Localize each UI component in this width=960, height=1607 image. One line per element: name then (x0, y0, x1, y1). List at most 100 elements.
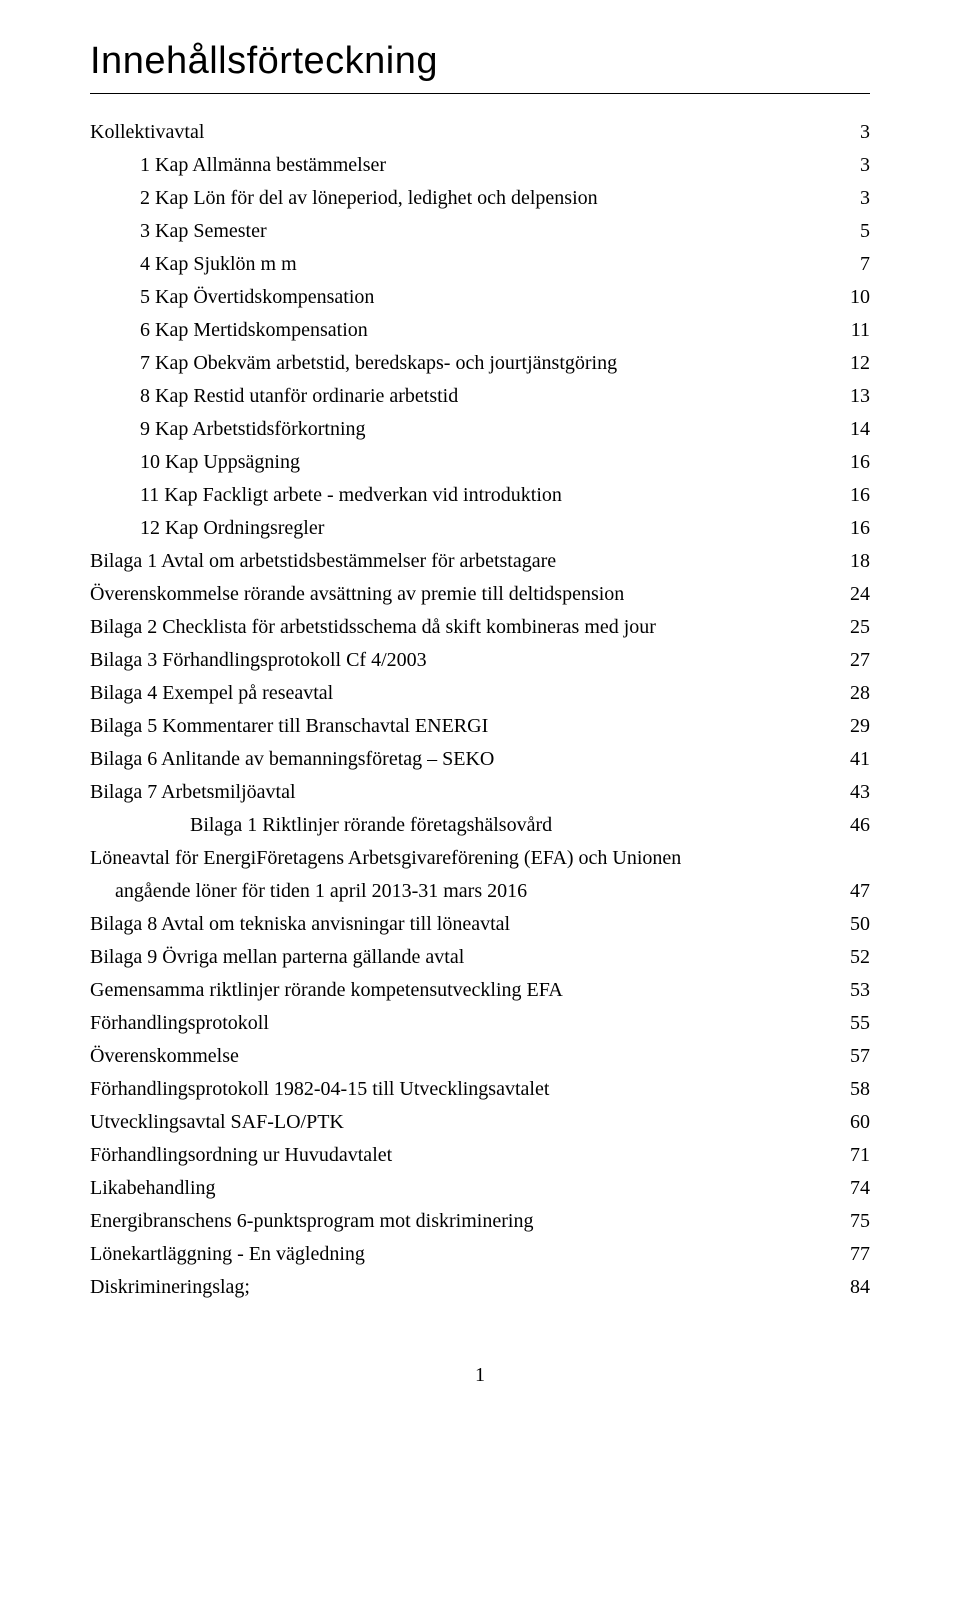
toc-page: 18 (850, 545, 870, 578)
toc-page: 75 (850, 1205, 870, 1238)
toc-label: Likabehandling (90, 1172, 850, 1205)
toc-page: 7 (860, 248, 870, 281)
toc-page: 3 (860, 182, 870, 215)
toc-page: 74 (850, 1172, 870, 1205)
toc-row: Bilaga 9 Övriga mellan parterna gällande… (90, 941, 870, 974)
toc-label: Förhandlingsprotokoll (90, 1007, 850, 1040)
toc-row: 6 Kap Mertidskompensation11 (90, 314, 870, 347)
toc-label: 3 Kap Semester (90, 215, 860, 248)
toc-label: 11 Kap Fackligt arbete - medverkan vid i… (90, 479, 850, 512)
toc-page: 46 (850, 809, 870, 842)
toc-label: Kollektivavtal (90, 116, 860, 149)
toc-page: 53 (850, 974, 870, 1007)
toc-page: 11 (851, 314, 870, 347)
toc-row: Bilaga 3 Förhandlingsprotokoll Cf 4/2003… (90, 644, 870, 677)
toc-page: 84 (850, 1271, 870, 1304)
toc-label: Bilaga 8 Avtal om tekniska anvisningar t… (90, 908, 850, 941)
toc-row: Överenskommelse57 (90, 1040, 870, 1073)
toc-row: 2 Kap Lön för del av löneperiod, ledighe… (90, 182, 870, 215)
toc-label: 5 Kap Övertidskompensation (90, 281, 850, 314)
toc-page: 77 (850, 1238, 870, 1271)
toc-label: Bilaga 1 Avtal om arbetstidsbestämmelser… (90, 545, 850, 578)
toc-label: Diskrimineringslag; (90, 1271, 850, 1304)
toc-page: 27 (850, 644, 870, 677)
toc-page: 25 (850, 611, 870, 644)
toc-label: 8 Kap Restid utanför ordinarie arbetstid (90, 380, 850, 413)
toc-row: Utvecklingsavtal SAF-LO/PTK60 (90, 1106, 870, 1139)
toc-label: 1 Kap Allmänna bestämmelser (90, 149, 860, 182)
toc-page: 60 (850, 1106, 870, 1139)
toc-page: 3 (860, 116, 870, 149)
toc-label: 2 Kap Lön för del av löneperiod, ledighe… (90, 182, 860, 215)
toc-label: Förhandlingsordning ur Huvudavtalet (90, 1139, 850, 1172)
toc-row: Bilaga 6 Anlitande av bemanningsföretag … (90, 743, 870, 776)
toc-page: 13 (850, 380, 870, 413)
toc-row: 10 Kap Uppsägning16 (90, 446, 870, 479)
toc-row: 1 Kap Allmänna bestämmelser3 (90, 149, 870, 182)
toc-page: 12 (850, 347, 870, 380)
toc-label: Bilaga 3 Förhandlingsprotokoll Cf 4/2003 (90, 644, 850, 677)
toc-row: Bilaga 8 Avtal om tekniska anvisningar t… (90, 908, 870, 941)
toc-row: Överenskommelse rörande avsättning av pr… (90, 578, 870, 611)
toc-row: 5 Kap Övertidskompensation10 (90, 281, 870, 314)
toc-page: 16 (850, 512, 870, 545)
toc-row: Förhandlingsordning ur Huvudavtalet71 (90, 1139, 870, 1172)
toc-page: 16 (850, 446, 870, 479)
toc-row: 7 Kap Obekväm arbetstid, beredskaps- och… (90, 347, 870, 380)
toc-page: 5 (860, 215, 870, 248)
toc-label: Bilaga 1 Riktlinjer rörande företagshäls… (90, 809, 850, 842)
toc-row: Gemensamma riktlinjer rörande kompetensu… (90, 974, 870, 1007)
toc-row: Förhandlingsprotokoll55 (90, 1007, 870, 1040)
toc-label: Bilaga 5 Kommentarer till Branschavtal E… (90, 710, 850, 743)
toc-label: Utvecklingsavtal SAF-LO/PTK (90, 1106, 850, 1139)
toc-label: Bilaga 9 Övriga mellan parterna gällande… (90, 941, 850, 974)
toc-row: Kollektivavtal3 (90, 116, 870, 149)
toc-page: 43 (850, 776, 870, 809)
toc-page: 47 (850, 875, 870, 908)
toc-container: Kollektivavtal31 Kap Allmänna bestämmels… (90, 116, 870, 1304)
toc-label: 9 Kap Arbetstidsförkortning (90, 413, 850, 446)
page-title: Innehållsförteckning (90, 40, 870, 83)
toc-label: Överenskommelse (90, 1040, 850, 1073)
toc-label: Bilaga 7 Arbetsmiljöavtal (90, 776, 850, 809)
toc-row: Bilaga 1 Riktlinjer rörande företagshäls… (90, 809, 870, 842)
toc-row: Löneavtal för EnergiFöretagens Arbetsgiv… (90, 842, 870, 875)
toc-page: 57 (850, 1040, 870, 1073)
toc-row: Energibranschens 6-punktsprogram mot dis… (90, 1205, 870, 1238)
toc-label: Förhandlingsprotokoll 1982-04-15 till Ut… (90, 1073, 850, 1106)
toc-page: 29 (850, 710, 870, 743)
toc-label: Energibranschens 6-punktsprogram mot dis… (90, 1205, 850, 1238)
toc-row: 11 Kap Fackligt arbete - medverkan vid i… (90, 479, 870, 512)
toc-page: 16 (850, 479, 870, 512)
toc-row: 3 Kap Semester5 (90, 215, 870, 248)
toc-label: 6 Kap Mertidskompensation (90, 314, 851, 347)
toc-row: Bilaga 4 Exempel på reseavtal28 (90, 677, 870, 710)
toc-row: Bilaga 1 Avtal om arbetstidsbestämmelser… (90, 545, 870, 578)
toc-page: 28 (850, 677, 870, 710)
toc-row: Likabehandling74 (90, 1172, 870, 1205)
toc-row: 8 Kap Restid utanför ordinarie arbetstid… (90, 380, 870, 413)
toc-page: 55 (850, 1007, 870, 1040)
toc-row: Förhandlingsprotokoll 1982-04-15 till Ut… (90, 1073, 870, 1106)
document-page: Innehållsförteckning Kollektivavtal31 Ka… (0, 0, 960, 1437)
toc-page: 41 (850, 743, 870, 776)
toc-page: 24 (850, 578, 870, 611)
page-number: 1 (90, 1364, 870, 1387)
toc-page: 10 (850, 281, 870, 314)
toc-row: 4 Kap Sjuklön m m7 (90, 248, 870, 281)
toc-page: 58 (850, 1073, 870, 1106)
toc-label: Bilaga 6 Anlitande av bemanningsföretag … (90, 743, 850, 776)
toc-row: 9 Kap Arbetstidsförkortning14 (90, 413, 870, 446)
title-rule (90, 93, 870, 94)
toc-row: Bilaga 7 Arbetsmiljöavtal43 (90, 776, 870, 809)
toc-page: 3 (860, 149, 870, 182)
toc-page: 50 (850, 908, 870, 941)
toc-label: 10 Kap Uppsägning (90, 446, 850, 479)
toc-label: 4 Kap Sjuklön m m (90, 248, 860, 281)
toc-label: Överenskommelse rörande avsättning av pr… (90, 578, 850, 611)
toc-label: Lönekartläggning - En vägledning (90, 1238, 850, 1271)
toc-row: Lönekartläggning - En vägledning77 (90, 1238, 870, 1271)
toc-label: Bilaga 2 Checklista för arbetstidsschema… (90, 611, 850, 644)
toc-page: 71 (850, 1139, 870, 1172)
toc-label: Bilaga 4 Exempel på reseavtal (90, 677, 850, 710)
